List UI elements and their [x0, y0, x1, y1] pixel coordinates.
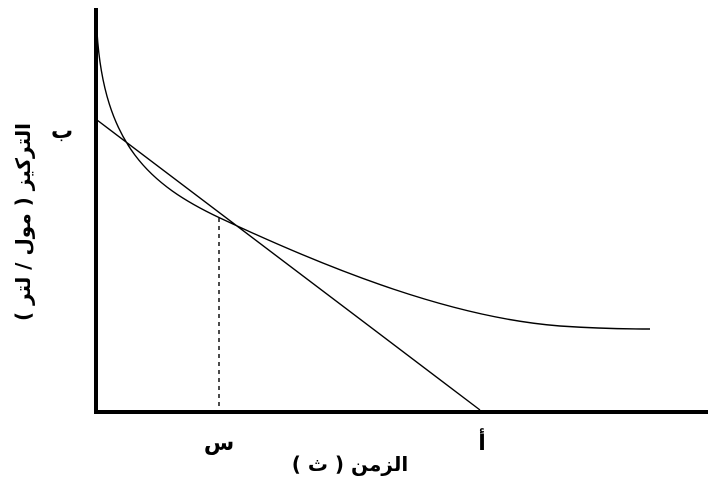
y-intercept-label: ب: [51, 119, 73, 144]
concentration-curve: [96, 31, 651, 330]
tangent-line: [96, 119, 481, 411]
x-axis-title: الزمن ( ث ): [292, 452, 408, 476]
x-intercept-label-a: أ: [478, 427, 486, 456]
x-tick-label-s: س: [204, 431, 234, 456]
y-axis-title: التركيز ( مول / لتر ): [11, 123, 35, 321]
